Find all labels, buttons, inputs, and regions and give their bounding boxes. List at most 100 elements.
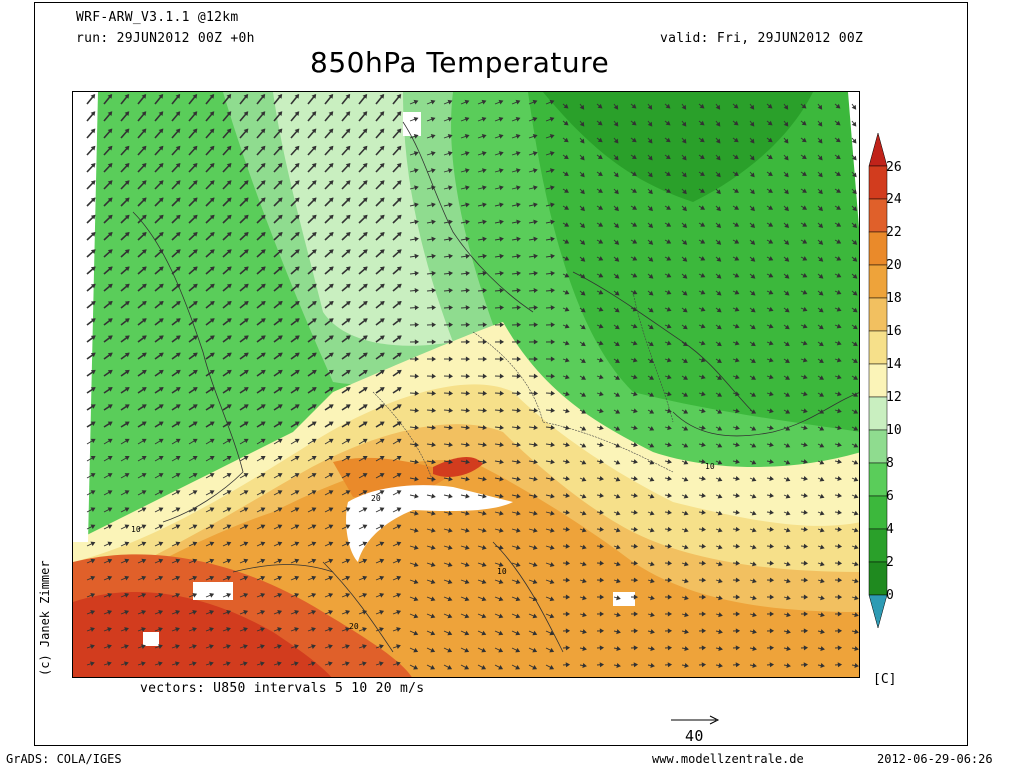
wind-vector-head xyxy=(836,256,842,261)
wind-vector-head xyxy=(158,249,164,254)
wind-vector-head xyxy=(616,612,621,618)
wind-vector-head xyxy=(277,524,283,530)
wind-vector-head xyxy=(852,358,858,363)
wind-vector-head xyxy=(311,180,317,185)
wind-vector-head xyxy=(345,387,351,392)
wind-vector-head xyxy=(614,290,620,296)
wind-vector-head xyxy=(277,490,283,495)
wind-vector-head xyxy=(769,509,775,515)
wind-vector-head xyxy=(226,318,232,323)
wind-vector-head xyxy=(581,426,587,431)
wind-vector-head xyxy=(124,592,130,598)
wind-vector-head xyxy=(598,306,604,312)
wind-vector-head xyxy=(563,171,569,176)
wind-vector-head xyxy=(243,111,249,117)
wind-vector-head xyxy=(192,162,198,168)
wind-vector-head xyxy=(701,476,706,481)
wind-vector-head xyxy=(448,390,454,396)
wind-vector-head xyxy=(684,578,689,584)
wind-vector-head xyxy=(345,180,351,185)
wind-vector-head xyxy=(783,138,789,144)
wind-vector-head xyxy=(482,322,488,328)
wind-vector-head xyxy=(549,613,555,619)
wind-vector-head xyxy=(124,575,130,581)
wind-vector-head xyxy=(550,202,555,208)
wind-vector-head xyxy=(448,459,453,465)
wind-vector-head xyxy=(819,426,825,431)
wind-vector-head xyxy=(735,543,741,549)
wind-vector-head xyxy=(801,154,807,160)
wind-vector-head xyxy=(482,236,487,242)
wind-vector-head xyxy=(430,562,436,567)
wind-vector-head xyxy=(682,189,687,195)
wind-vector-head xyxy=(802,340,808,346)
wind-vector-head xyxy=(328,352,334,358)
wind-vector-head xyxy=(107,644,112,650)
wind-vector-head xyxy=(717,392,723,397)
wind-vector-head xyxy=(648,240,654,245)
wind-vector-head xyxy=(294,128,300,134)
wind-vector-head xyxy=(243,387,249,392)
wind-vector-head xyxy=(837,662,843,668)
wind-vector-head xyxy=(141,318,147,323)
wind-vector-head xyxy=(768,188,773,193)
wind-vector-head xyxy=(141,592,147,598)
wind-vector-head xyxy=(734,188,739,193)
wind-vector-head xyxy=(633,459,638,465)
wind-vector-head xyxy=(481,596,487,602)
wind-vector-head xyxy=(482,476,487,482)
wind-vector-head xyxy=(362,93,368,99)
wind-vector-head xyxy=(141,352,147,358)
wind-vector-head xyxy=(750,341,756,347)
wind-vector-head xyxy=(414,510,419,516)
wind-vector-head xyxy=(650,595,655,601)
wind-vector-head xyxy=(124,421,130,426)
wind-vector-head xyxy=(464,562,470,567)
wind-vector-head xyxy=(499,339,505,345)
wind-vector-head xyxy=(192,661,197,667)
wind-vector-head xyxy=(769,476,774,481)
wind-vector-head xyxy=(532,151,538,156)
wind-vector-head xyxy=(667,459,672,465)
wind-vector-head xyxy=(499,510,504,516)
wind-vector-head xyxy=(448,219,453,225)
wind-vector-head xyxy=(141,214,147,220)
wind-vector-head xyxy=(853,527,859,533)
wind-vector-head xyxy=(565,594,571,600)
wind-vector-head xyxy=(598,323,604,329)
wind-vector-head xyxy=(90,507,96,512)
wind-vector-head xyxy=(464,596,470,602)
wind-vector-head xyxy=(786,595,791,601)
wind-vector-head xyxy=(550,339,556,345)
wind-vector-head xyxy=(701,560,707,566)
wind-vector-head xyxy=(328,490,334,495)
wind-vector-head xyxy=(124,369,130,375)
wind-vector-head xyxy=(209,352,215,358)
wind-vector-head xyxy=(564,374,570,380)
wind-vector-head xyxy=(345,128,351,134)
wind-vector-head xyxy=(311,627,316,632)
wind-vector-head xyxy=(158,162,164,168)
wind-vector-head xyxy=(650,646,655,652)
wind-vector-head xyxy=(243,128,249,134)
wind-vector-head xyxy=(192,249,198,254)
wind-vector-head xyxy=(328,300,334,306)
wind-vector-head xyxy=(783,104,789,110)
wind-vector-head xyxy=(818,189,823,195)
wind-vector-head xyxy=(396,524,402,530)
wind-vector-head xyxy=(90,214,96,220)
wind-vector-head xyxy=(345,162,351,168)
wind-vector-head xyxy=(294,369,300,375)
wind-vector-head xyxy=(598,256,604,261)
wind-vector-head xyxy=(158,421,164,426)
colorbar-min-arrow xyxy=(868,594,888,629)
wind-vector-head xyxy=(683,544,689,550)
wind-vector-head xyxy=(481,151,487,156)
wind-vector-head xyxy=(226,352,232,358)
wind-vector-head xyxy=(448,527,453,533)
wind-vector-head xyxy=(431,476,436,482)
wind-vector-head xyxy=(345,610,351,615)
wind-vector-head xyxy=(498,99,504,105)
wind-vector-head xyxy=(614,358,620,363)
wind-vector-head xyxy=(141,404,147,409)
